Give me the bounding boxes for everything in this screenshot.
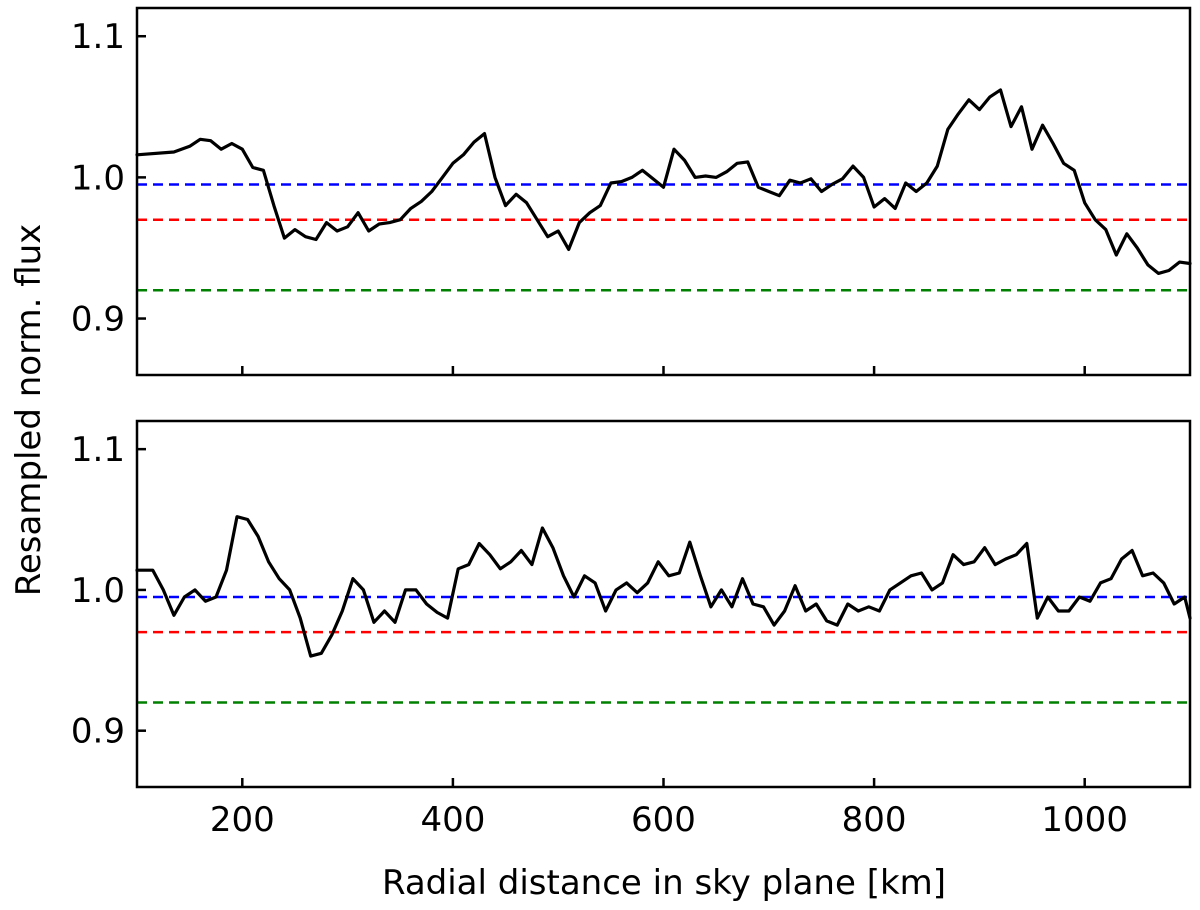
bottom-y-tick-label: 1.1 [71,430,125,470]
bottom-flux-line [135,515,1192,658]
top-y-tick-label: 1.1 [71,17,125,57]
top-y-tick-label: 1.0 [71,158,125,198]
top-y-tick-label: 0.9 [71,300,125,340]
x-axis-title: Radial distance in sky plane [km] [382,863,946,903]
y-axis-title: Resampled norm. flux [9,224,49,597]
top-panel-frame [135,6,1192,377]
x-tick-label: 1000 [1041,800,1128,840]
bottom-panel-frame [135,419,1192,789]
x-tick-label: 200 [210,800,275,840]
top-flux-line [135,88,1192,275]
x-tick-label: 400 [420,800,485,840]
bottom-panel: 0.9 1.0 1.1 [71,419,1192,789]
x-tick-label: 800 [842,800,907,840]
bottom-y-tick-label: 0.9 [71,712,125,752]
x-tick-labels: 200 400 600 800 1000 [210,800,1128,840]
bottom-y-tick-label: 1.0 [71,571,125,611]
top-panel: 0.9 1.0 1.1 [71,6,1192,377]
x-tick-label: 600 [631,800,696,840]
